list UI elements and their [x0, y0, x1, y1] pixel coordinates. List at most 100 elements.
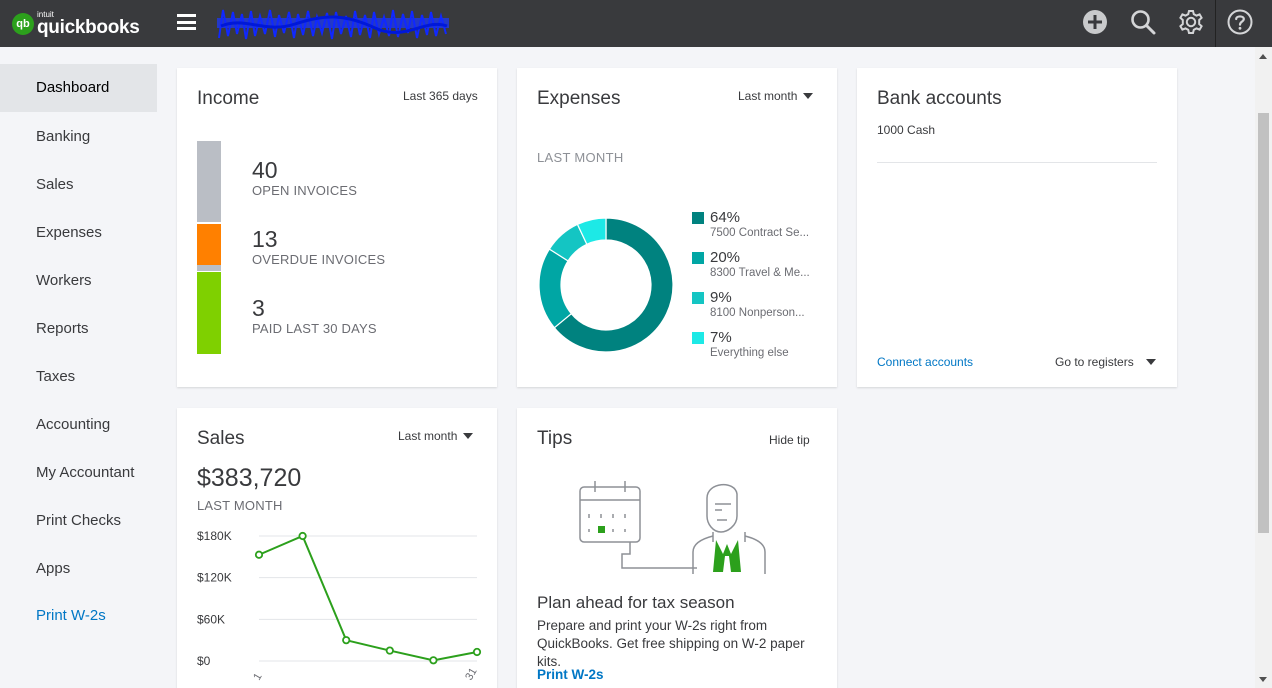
legend-pct-1: 64%	[710, 209, 741, 226]
overdue-invoices-bar[interactable]	[197, 224, 221, 265]
tip-body: Prepare and print your W-2s right from Q…	[537, 618, 805, 669]
legend-pct-3: 9%	[710, 289, 732, 306]
income-period[interactable]: Last 365 days	[403, 89, 478, 103]
donut-slice-2[interactable]	[538, 248, 573, 329]
sales-data-point[interactable]	[254, 550, 264, 559]
gear-icon[interactable]	[1177, 8, 1205, 36]
bank-account-name[interactable]: 1000 Cash	[877, 123, 936, 137]
sales-amount: $383,720	[197, 464, 302, 492]
expenses-donut-chart[interactable]	[538, 217, 674, 353]
divider	[877, 162, 1157, 163]
sidebar-item-sales[interactable]: Sales	[36, 176, 74, 193]
y-tick-label: $60K	[197, 612, 225, 626]
sales-subtitle: LAST MONTH	[197, 498, 283, 513]
go-to-registers-label: Go to registers	[1055, 355, 1134, 369]
x-tick-label: 1	[251, 671, 264, 682]
qb-logo-icon: qb	[12, 13, 34, 35]
legend-swatch-2	[692, 252, 704, 264]
sales-period-label: Last month	[398, 429, 458, 443]
page-scrollbar[interactable]	[1255, 47, 1272, 688]
legend-pct-4: 7%	[710, 329, 732, 346]
legend-name-2: 8300 Travel & Me...	[710, 267, 810, 279]
sales-title: Sales	[197, 428, 245, 449]
paid-count: 3	[252, 295, 265, 321]
sales-card: Sales Last month $383,720 LAST MONTH $18…	[177, 408, 497, 688]
sidebar-item-reports[interactable]: Reports	[36, 320, 89, 337]
y-tick-label: $120K	[197, 571, 232, 585]
legend-pct-2: 20%	[710, 249, 741, 266]
tips-title: Tips	[537, 428, 573, 449]
overdue-invoices-count: 13	[252, 226, 278, 252]
sales-series-line	[258, 534, 478, 662]
legend-swatch-3	[692, 292, 704, 304]
redacted-company-name	[217, 9, 449, 40]
expenses-subtitle: LAST MONTH	[537, 150, 624, 165]
print-w2s-link[interactable]: Print W-2s	[537, 667, 604, 682]
income-title: Income	[197, 88, 260, 109]
sidebar-item-expenses[interactable]: Expenses	[36, 224, 102, 241]
sidebar-item-taxes[interactable]: Taxes	[36, 368, 76, 385]
sales-data-point[interactable]	[472, 647, 482, 657]
connect-accounts-link[interactable]: Connect accounts	[877, 355, 974, 369]
paid-invoices-bar[interactable]	[197, 272, 221, 354]
logo-name: quickbooks	[37, 17, 140, 38]
legend-name-3: 8100 Nonperson...	[710, 307, 805, 319]
sales-data-point[interactable]	[298, 531, 307, 541]
overdue-invoices-label: OVERDUE INVOICES	[252, 252, 386, 267]
bank-accounts-title: Bank accounts	[877, 88, 1002, 109]
logo-brand: intuit	[37, 10, 54, 19]
calendar-icon	[579, 481, 697, 569]
go-to-registers-dropdown[interactable]: Go to registers	[1055, 355, 1156, 369]
legend-swatch-1	[692, 212, 704, 224]
scroll-up-arrow-icon[interactable]	[1259, 54, 1267, 59]
sales-data-point[interactable]	[429, 656, 438, 665]
sales-period-dropdown[interactable]: Last month	[398, 429, 474, 443]
donut-slice-4[interactable]	[576, 217, 607, 246]
sidebar-item-print-w2s[interactable]: Print W-2s	[36, 607, 106, 624]
y-tick-label: $0	[197, 654, 211, 668]
sales-data-point[interactable]	[385, 646, 394, 655]
menu-icon[interactable]	[177, 14, 196, 30]
x-tick-label: 31	[463, 666, 480, 683]
open-invoices-bar[interactable]	[197, 141, 221, 222]
y-tick-label: $180K	[197, 529, 232, 543]
sidebar: Dashboard Banking Sales Expenses Workers…	[0, 47, 157, 688]
sidebar-item-my-accountant[interactable]: My Accountant	[36, 464, 135, 481]
bank-accounts-card: Bank accounts 1000 Cash Connect accounts…	[857, 68, 1177, 387]
chevron-down-icon	[803, 93, 814, 99]
sales-data-point[interactable]	[342, 636, 351, 645]
legend-name-4: Everything else	[710, 347, 789, 359]
scroll-down-arrow-icon[interactable]	[1259, 677, 1267, 682]
expenses-card: Expenses Last month LAST MONTH 64% 7500 …	[517, 68, 837, 387]
sales-line-chart[interactable]: $180K $120K $60K $0 1 31	[177, 518, 497, 688]
chevron-down-icon	[463, 433, 474, 439]
bar-gap	[197, 265, 221, 271]
plus-circle-icon[interactable]	[1081, 8, 1109, 36]
accountant-icon	[692, 484, 766, 574]
tip-headline: Plan ahead for tax season	[537, 593, 735, 612]
legend-name-1: 7500 Contract Se...	[710, 227, 810, 239]
tips-card: Tips Hide tip Plan ahead for tax season …	[517, 408, 837, 688]
sidebar-item-banking[interactable]: Banking	[36, 128, 91, 145]
open-invoices-count: 40	[252, 157, 278, 183]
hide-tip-link[interactable]: Hide tip	[769, 433, 810, 447]
topbar-divider	[1215, 0, 1216, 47]
sidebar-item-print-checks[interactable]: Print Checks	[36, 512, 122, 529]
income-card: Income Last 365 days 40 OPEN INVOICES 13…	[177, 68, 497, 387]
sidebar-item-dashboard[interactable]: Dashboard	[0, 64, 157, 112]
donut-slice-1[interactable]	[553, 217, 674, 353]
sidebar-item-apps[interactable]: Apps	[36, 560, 71, 577]
highlighted-day	[598, 526, 605, 533]
scroll-thumb[interactable]	[1258, 113, 1269, 533]
search-icon[interactable]	[1129, 8, 1157, 36]
expenses-title: Expenses	[537, 88, 621, 109]
help-icon[interactable]	[1226, 8, 1254, 36]
expenses-period-dropdown[interactable]: Last month	[738, 89, 814, 103]
tax-season-illustration	[579, 481, 766, 574]
sidebar-item-accounting[interactable]: Accounting	[36, 416, 111, 433]
sidebar-item-workers[interactable]: Workers	[36, 272, 92, 289]
quickbooks-logo[interactable]: qb intuit quickbooks	[12, 11, 140, 37]
top-bar: qb intuit quickbooks	[0, 0, 1272, 47]
expenses-period-label: Last month	[738, 89, 798, 103]
paid-label: PAID LAST 30 DAYS	[252, 321, 377, 336]
